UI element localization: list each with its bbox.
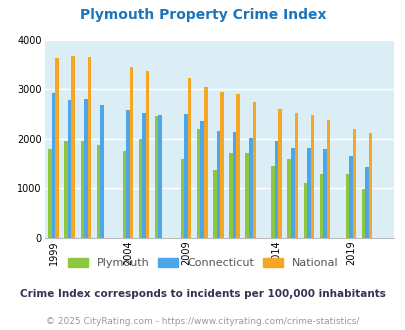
Bar [155,116,158,238]
Bar [126,110,129,238]
Bar [100,105,104,238]
Bar [122,151,126,238]
Bar [180,159,184,238]
Bar [196,129,200,238]
Bar [129,67,133,238]
Bar [348,156,352,238]
Text: Plymouth Property Crime Index: Plymouth Property Crime Index [79,8,326,22]
Bar [139,139,142,238]
Bar [48,148,52,238]
Bar [303,183,307,238]
Legend: Plymouth, Connecticut, National: Plymouth, Connecticut, National [64,255,341,272]
Bar [188,78,191,238]
Bar [319,174,322,238]
Bar [322,148,326,238]
Bar [294,113,297,238]
Bar [52,93,55,238]
Bar [96,145,100,238]
Bar [252,102,256,238]
Bar [345,174,348,238]
Bar [278,109,281,238]
Bar [361,189,364,238]
Bar [307,148,310,238]
Bar [236,94,239,238]
Bar [274,141,278,238]
Bar [145,71,149,238]
Bar [368,133,371,238]
Bar [248,138,252,238]
Bar [142,113,145,238]
Bar [310,115,313,238]
Text: Crime Index corresponds to incidents per 100,000 inhabitants: Crime Index corresponds to incidents per… [20,289,385,299]
Bar [326,120,330,238]
Text: © 2025 CityRating.com - https://www.cityrating.com/crime-statistics/: © 2025 CityRating.com - https://www.city… [46,317,359,326]
Bar [64,141,68,238]
Bar [213,170,216,238]
Bar [55,58,59,238]
Bar [200,121,204,238]
Bar [84,100,87,238]
Bar [290,148,294,238]
Bar [364,167,368,238]
Bar [216,131,220,238]
Bar [245,153,248,238]
Bar [158,115,162,238]
Bar [287,159,290,238]
Bar [271,166,274,238]
Bar [80,141,84,238]
Bar [352,129,356,238]
Bar [71,56,75,238]
Bar [184,115,188,238]
Bar [68,100,71,238]
Bar [232,132,236,238]
Bar [220,92,223,238]
Bar [87,57,91,238]
Bar [229,153,232,238]
Bar [204,86,207,238]
